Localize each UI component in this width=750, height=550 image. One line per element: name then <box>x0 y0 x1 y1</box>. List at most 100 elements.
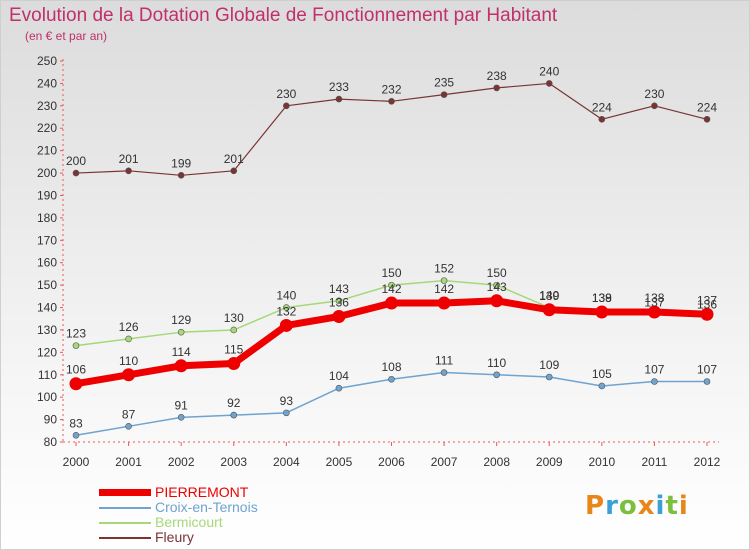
data-point-bermicourt <box>283 304 290 311</box>
data-point-croix-en-ternois <box>545 373 553 381</box>
y-tick-label: 190 <box>37 188 57 202</box>
data-point-pierremont <box>385 296 398 310</box>
y-tick-label: 90 <box>44 413 58 427</box>
data-label-croix-en-ternois: 110 <box>487 356 506 370</box>
axes: 8090100110120130140150160170180190200210… <box>37 54 721 469</box>
legend-swatch-croix-en-ternois <box>99 507 151 509</box>
data-point-fleury <box>177 172 185 179</box>
data-label-fleury: 224 <box>592 100 612 114</box>
data-point-pierremont <box>647 305 661 319</box>
x-tick-label: 2008 <box>483 455 510 469</box>
data-point-pierremont <box>332 309 346 323</box>
y-tick-label: 160 <box>37 256 57 270</box>
x-tick-label: 2006 <box>378 455 405 469</box>
data-label-bermicourt: 150 <box>487 266 507 280</box>
y-tick-label: 140 <box>37 301 57 315</box>
y-tick-label: 180 <box>37 211 57 225</box>
data-point-fleury <box>388 98 395 105</box>
series-fleury <box>72 80 711 179</box>
x-tick-label: 2000 <box>63 455 90 469</box>
y-tick-label: 110 <box>38 368 57 382</box>
data-point-bermicourt <box>177 328 185 336</box>
legend-swatch-bermicourt <box>99 522 151 524</box>
data-label-croix-en-ternois: 93 <box>280 394 294 408</box>
data-label-fleury: 199 <box>171 156 191 170</box>
data-label-croix-en-ternois: 87 <box>122 407 136 421</box>
y-tick-label: 80 <box>44 435 58 449</box>
data-point-bermicourt <box>335 297 343 305</box>
data-label-bermicourt: 130 <box>224 311 244 325</box>
data-point-pierremont <box>595 305 609 319</box>
y-tick-label: 230 <box>37 99 57 113</box>
data-point-croix-en-ternois <box>598 382 606 390</box>
data-label-fleury: 235 <box>434 76 454 90</box>
data-point-fleury <box>598 115 606 123</box>
data-label-bermicourt: 150 <box>381 266 401 280</box>
x-tick-label: 2005 <box>326 455 353 469</box>
data-point-pierremont <box>700 307 714 321</box>
y-tick-label: 200 <box>37 166 57 180</box>
data-point-croix-en-ternois <box>230 411 238 419</box>
data-label-pierremont: 110 <box>119 354 138 368</box>
logo-letter: x <box>637 491 656 521</box>
data-label-pierremont: 138 <box>592 291 612 305</box>
data-point-pierremont <box>69 377 83 391</box>
data-point-pierremont <box>122 368 136 382</box>
data-label-pierremont: 138 <box>644 291 664 305</box>
data-point-bermicourt <box>72 342 80 349</box>
data-point-pierremont <box>227 357 241 371</box>
data-label-bermicourt: 139 <box>592 291 612 305</box>
legend-label-pierremont: PIERREMONT <box>155 484 249 500</box>
x-tick-label: 2001 <box>115 455 142 469</box>
data-label-croix-en-ternois: 105 <box>592 367 612 381</box>
data-label-croix-en-ternois: 109 <box>539 358 559 372</box>
data-label-croix-en-ternois: 111 <box>435 354 454 368</box>
data-point-fleury <box>230 167 238 175</box>
data-point-croix-en-ternois <box>335 384 343 392</box>
data-label-fleury: 232 <box>381 82 401 96</box>
proxiti-logo: Proxiti <box>585 491 689 521</box>
data-label-bermicourt: 126 <box>119 320 139 334</box>
y-tick-label: 100 <box>37 390 57 404</box>
data-label-fleury: 200 <box>66 154 86 168</box>
data-label-bermicourt: 123 <box>66 327 86 341</box>
data-point-croix-en-ternois <box>440 369 448 376</box>
legend-label-bermicourt: Bermicourt <box>155 514 223 530</box>
data-label-pierremont: 142 <box>381 282 401 296</box>
logo-letter: i <box>678 491 689 521</box>
data-point-fleury <box>493 84 500 92</box>
series-layer <box>69 80 714 439</box>
data-point-pierremont <box>490 294 504 308</box>
legend-swatch-fleury <box>99 537 151 539</box>
logo-letter: o <box>618 491 638 521</box>
data-label-fleury: 233 <box>329 80 349 94</box>
data-point-pierremont <box>174 359 188 373</box>
series-pierremont <box>69 294 714 391</box>
data-label-bermicourt: 136 <box>697 297 717 311</box>
legend-label-fleury: Fleury <box>155 529 194 545</box>
data-point-pierremont <box>542 303 556 317</box>
data-label-croix-en-ternois: 107 <box>644 362 664 376</box>
x-tick-label: 2011 <box>642 455 668 469</box>
data-label-bermicourt: 140 <box>539 289 559 303</box>
data-point-bermicourt <box>493 281 500 289</box>
data-label-croix-en-ternois: 83 <box>69 416 83 430</box>
x-tick-label: 2003 <box>220 455 247 469</box>
data-point-fleury <box>335 95 343 103</box>
x-tick-label: 2009 <box>536 455 563 469</box>
x-tick-label: 2012 <box>694 455 721 469</box>
data-point-croix-en-ternois <box>72 431 80 439</box>
data-label-pierremont: 132 <box>276 304 296 318</box>
data-label-pierremont: 115 <box>224 343 243 357</box>
data-point-fleury <box>72 169 80 177</box>
y-tick-label: 210 <box>37 144 57 158</box>
data-point-fleury <box>125 167 132 175</box>
data-point-croix-en-ternois <box>283 409 290 417</box>
data-label-bermicourt: 152 <box>434 262 454 276</box>
data-point-bermicourt <box>440 277 448 284</box>
logo-letter: P <box>585 491 606 521</box>
data-label-fleury: 201 <box>119 152 139 166</box>
data-point-croix-en-ternois <box>703 378 711 385</box>
data-point-pierremont <box>279 318 293 332</box>
